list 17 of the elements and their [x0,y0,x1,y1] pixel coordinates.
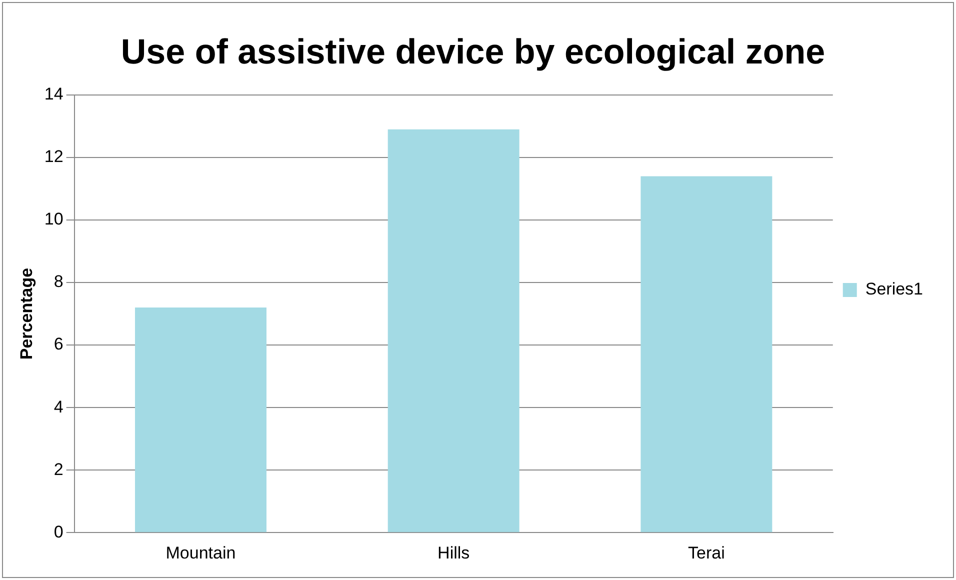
y-tick-label: 12 [44,147,64,166]
y-tick-label: 6 [54,334,64,354]
y-tick-label: 2 [54,460,64,479]
bar [134,308,266,532]
y-tick-label: 0 [54,522,64,542]
x-tick-label: Terai [688,543,725,562]
y-tick-label: 4 [54,397,64,416]
y-tick-label: 8 [54,272,64,292]
legend-label: Series1 [865,280,923,299]
bar [640,176,772,532]
y-tick-label: 10 [44,210,64,229]
x-tick-label: Mountain [166,543,236,562]
chart-title: Use of assistive device by ecological zone [120,32,826,72]
bar [388,129,520,532]
y-axis-title: Percentage [16,268,36,360]
y-tick-label: 14 [44,84,64,104]
x-tick-label: Hills [438,543,470,562]
